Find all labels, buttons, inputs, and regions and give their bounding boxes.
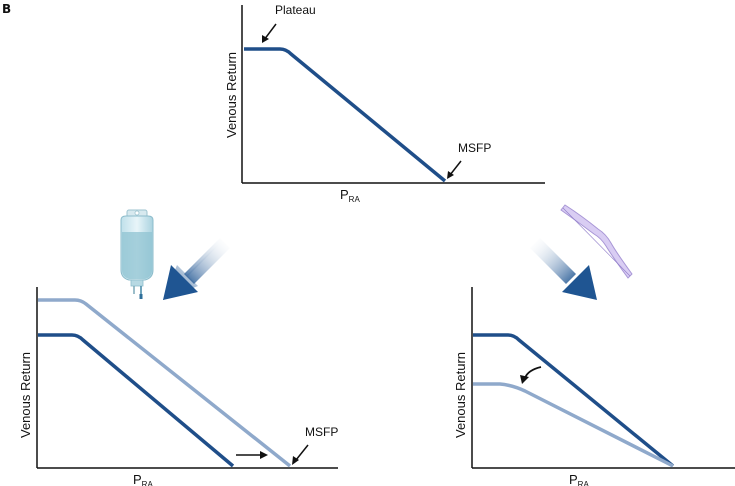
top-y-axis-label: Venous Return (224, 52, 239, 138)
top-msfp-pointer-arrow (447, 160, 462, 179)
right-baseline-curve (473, 333, 675, 468)
plateau-pointer-arrow (262, 23, 277, 43)
left-y-axis-label: Venous Return (18, 352, 33, 438)
left-venous-return-plot: Venous Return PRA MSFP (18, 209, 338, 486)
iv-fluid-bag-icon (120, 209, 154, 299)
curved-rotation-arrow (520, 366, 542, 384)
left-x-axis-label: PRA (133, 472, 153, 486)
left-direction-arrow (163, 238, 230, 300)
left-msfp-label: MSFP (305, 425, 338, 439)
top-x-axis-label: PRA (340, 187, 360, 204)
left-baseline-curve (38, 333, 235, 468)
constricted-vessel-icon (560, 204, 633, 279)
top-venous-return-plot: Venous Return PRA Plateau MSFP (224, 3, 545, 204)
top-msfp-label: MSFP (458, 141, 491, 155)
right-reduced-slope-curve (473, 382, 674, 468)
panel-letter: B (2, 2, 11, 16)
right-direction-arrow (530, 238, 597, 300)
right-x-axis-label: PRA (569, 472, 589, 486)
left-msfp-pointer-arrow (292, 444, 309, 465)
rightward-shift-arrow (236, 451, 268, 459)
right-y-axis-label: Venous Return (453, 352, 468, 438)
right-venous-return-plot: Venous Return PRA (453, 204, 735, 486)
left-shifted-curve (38, 298, 292, 468)
plateau-label: Plateau (275, 3, 316, 17)
top-venous-return-curve (244, 47, 447, 183)
